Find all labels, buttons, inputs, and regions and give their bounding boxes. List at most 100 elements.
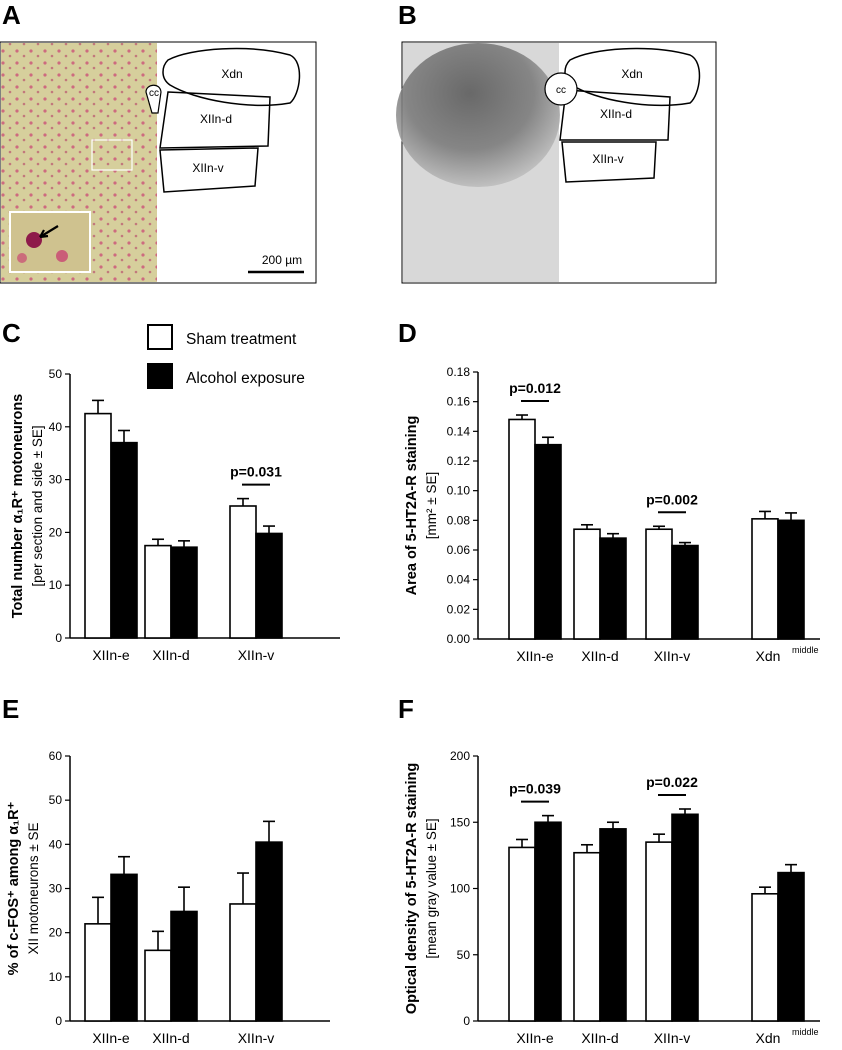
region-outline-xdn: [162, 47, 301, 106]
region-label-xiin-v: XIIn-v: [592, 152, 623, 166]
chart-panel-c: 0 10 20 30 40 50 Total number α₁R⁺ motoneurons…: [10, 367, 340, 663]
x-tick-label: XIIn-d: [581, 1030, 618, 1046]
bar-alcohol: [110, 441, 138, 639]
bar-alcohol: [255, 532, 283, 639]
y-axis-label: Area of 5-HT2A-R staining: [404, 416, 420, 596]
region-label-xiin-v: XIIn-v: [192, 161, 223, 175]
bar-alcohol: [255, 841, 283, 1022]
bar-sham: [751, 518, 779, 640]
panel-letter-a: A: [2, 0, 21, 30]
panel-letter-b: B: [398, 0, 417, 30]
x-tick-label: XIIn-e: [516, 648, 554, 664]
y-tick-label: 50: [457, 948, 471, 962]
x-tick-label: XIIn-v: [238, 647, 275, 663]
x-tick-label: XIIn-e: [92, 1030, 130, 1046]
x-tick-label: XIIn-e: [92, 647, 130, 663]
significance-label: p=0.022: [646, 774, 698, 790]
region-label-xdn: Xdn: [221, 67, 242, 81]
y-tick-label: 0.10: [447, 484, 471, 498]
y-tick-label: 50: [49, 793, 63, 807]
y-tick-label: 0.00: [447, 632, 471, 646]
region-outline-xiin-d: [559, 89, 671, 141]
x-tick-label: XIIn-v: [654, 648, 691, 664]
significance-label: p=0.012: [509, 380, 561, 396]
bar-sham: [573, 851, 601, 1022]
legend-swatch-sham: [147, 324, 173, 350]
bar-alcohol: [170, 546, 198, 639]
y-tick-label: 0: [463, 1014, 470, 1028]
y-tick-label: 40: [49, 420, 63, 434]
y-axis-sublabel: [per section and side ± SE]: [30, 425, 45, 586]
y-tick-label: 0.18: [447, 365, 471, 379]
legend-label-sham: Sham treatment: [186, 331, 297, 348]
panel-b-image: Xdn XIIn-d XIIn-v cc: [396, 41, 717, 284]
y-tick-label: 0.04: [447, 573, 471, 587]
bar-alcohol: [110, 873, 138, 1022]
legend-swatch-alcohol: [147, 363, 173, 389]
x-tick-label: XIIn-d: [152, 1030, 189, 1046]
x-tick-label: Xdn: [756, 648, 781, 664]
chart-panel-f: 0 50 100 150 200 Optical density of 5-HT2A-R …: [404, 749, 820, 1046]
bar-alcohol: [170, 910, 198, 1022]
bar-alcohol: [777, 519, 805, 640]
y-tick-label: 150: [450, 815, 470, 829]
y-tick-label: 0.06: [447, 543, 471, 557]
x-tick-label: XIIn-e: [516, 1030, 554, 1046]
y-axis-sublabel: XII motoneurons ± SE: [26, 823, 41, 955]
y-tick-label: 60: [49, 749, 63, 763]
bar-sham: [508, 418, 536, 640]
significance-label: p=0.002: [646, 491, 698, 507]
x-tick-label: XIIn-d: [152, 647, 189, 663]
y-axis-label: Optical density of 5-HT2A-R staining: [404, 763, 420, 1014]
bar-sham: [645, 528, 673, 640]
region-label-xiin-d: XIIn-d: [600, 107, 632, 121]
x-tick-label: XIIn-d: [581, 648, 618, 664]
y-axis-sublabel: [mm² ± SE]: [424, 472, 439, 539]
bar-sham: [751, 892, 779, 1022]
x-tick-label: Xdn: [756, 1030, 781, 1046]
arrow-icon: [39, 225, 59, 239]
bar-alcohol: [671, 813, 699, 1022]
legend-label-alcohol: Alcohol exposure: [186, 370, 305, 387]
y-tick-label: 200: [450, 749, 470, 763]
y-tick-label: 0: [55, 1014, 62, 1028]
bar-alcohol: [534, 821, 562, 1022]
region-label-xiin-d: XIIn-d: [200, 112, 232, 126]
y-tick-label: 20: [49, 525, 63, 539]
bar-alcohol: [671, 544, 699, 640]
x-tick-superscript: middle: [792, 1027, 819, 1037]
magnified-region-marker: [91, 139, 133, 171]
bar-sham: [645, 841, 673, 1022]
bar-sham: [84, 923, 112, 1022]
y-tick-label: 0.02: [447, 602, 471, 616]
significance-label: p=0.031: [230, 464, 282, 480]
panel-letter-d: D: [398, 318, 417, 348]
bar-sham: [508, 846, 536, 1022]
panel-a-image: Xdn XIIn-d XIIn-v cc 200 µm: [0, 41, 317, 284]
y-tick-label: 40: [49, 837, 63, 851]
bar-sham: [144, 544, 172, 639]
bar-sham: [84, 412, 112, 639]
bar-sham: [573, 528, 601, 640]
y-tick-label: 10: [49, 970, 63, 984]
x-tick-label: XIIn-v: [654, 1030, 691, 1046]
region-label-xdn: Xdn: [621, 67, 642, 81]
y-tick-label: 0.16: [447, 395, 471, 409]
bar-alcohol: [534, 443, 562, 640]
cc-label: cc: [149, 88, 159, 99]
legend: Sham treatment Alcohol exposure: [147, 324, 305, 389]
region-outline-xiin-d: [159, 91, 271, 149]
region-outline-xiin-v: [561, 141, 657, 183]
significance-label: p=0.039: [509, 781, 561, 797]
bar-alcohol: [599, 537, 627, 640]
bar-sham: [229, 505, 257, 639]
y-tick-label: 30: [49, 882, 63, 896]
bar-sham: [144, 949, 172, 1022]
scale-bar-label: 200 µm: [262, 253, 302, 267]
y-tick-label: 50: [49, 367, 63, 381]
chart-panel-d: 0.00 0.02 0.04 0.06 0.08 0.10 0.12 0.14 0.16 0.18…: [404, 365, 820, 664]
y-axis-sublabel: [mean gray value ± SE]: [424, 818, 439, 958]
central-canal-outline: [544, 72, 578, 106]
y-tick-label: 100: [450, 882, 470, 896]
